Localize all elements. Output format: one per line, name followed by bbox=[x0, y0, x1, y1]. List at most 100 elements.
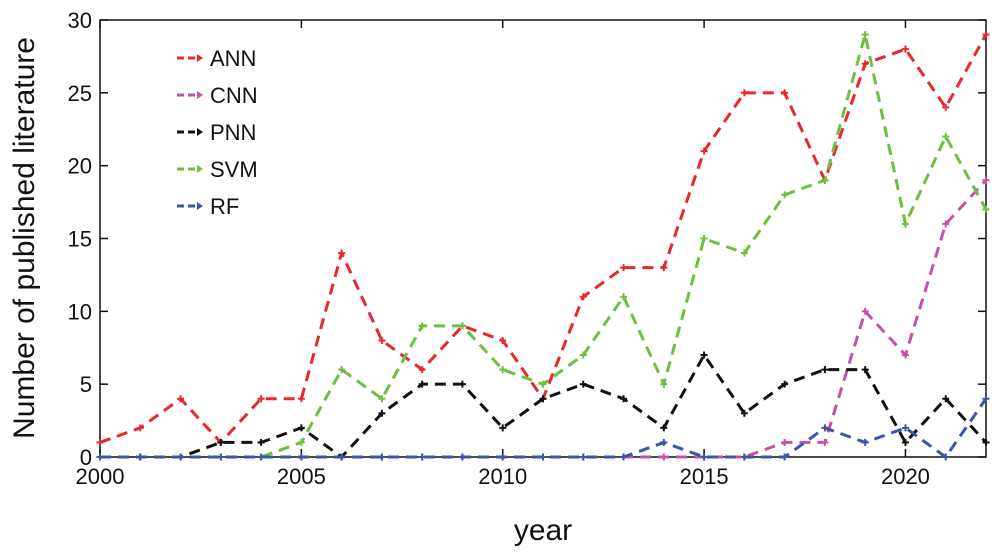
legend-item-svm: SVM bbox=[177, 157, 258, 182]
data-point bbox=[942, 220, 950, 228]
data-point bbox=[740, 249, 748, 257]
data-point bbox=[942, 395, 950, 403]
series-line-pnn bbox=[100, 352, 988, 459]
data-point bbox=[177, 395, 185, 403]
data-point bbox=[338, 366, 346, 374]
data-point bbox=[297, 453, 305, 461]
data-point bbox=[539, 453, 547, 461]
data-point bbox=[579, 380, 587, 388]
data-point bbox=[901, 438, 909, 446]
data-point bbox=[257, 395, 265, 403]
x-tick-label: 2015 bbox=[680, 464, 729, 489]
ticks: 2000 2005 2010 2015 2020 0 5 10 15 20 25 30 bbox=[68, 8, 986, 489]
data-point bbox=[901, 220, 909, 228]
series-rf bbox=[96, 395, 990, 461]
data-point bbox=[781, 380, 789, 388]
data-point bbox=[579, 351, 587, 359]
data-point bbox=[781, 438, 789, 446]
data-point bbox=[821, 438, 829, 446]
data-point bbox=[901, 45, 909, 53]
x-tick-label: 2005 bbox=[277, 464, 326, 489]
legend-box bbox=[168, 38, 270, 224]
data-point bbox=[96, 438, 104, 446]
data-point bbox=[982, 395, 990, 403]
data-point bbox=[660, 438, 668, 446]
data-point bbox=[257, 438, 265, 446]
legend: ANN CNN PNN SVM RF bbox=[168, 38, 270, 224]
data-point bbox=[781, 89, 789, 97]
legend-marker bbox=[197, 165, 203, 173]
y-tick-label: 0 bbox=[80, 445, 92, 470]
data-point bbox=[177, 453, 185, 461]
data-point bbox=[982, 205, 990, 213]
data-point bbox=[861, 438, 869, 446]
data-point bbox=[861, 366, 869, 374]
data-point bbox=[418, 366, 426, 374]
y-tick-label: 5 bbox=[80, 372, 92, 397]
data-point bbox=[620, 395, 628, 403]
x-tick-label: 2010 bbox=[478, 464, 527, 489]
series-lines bbox=[96, 31, 990, 461]
data-point bbox=[861, 60, 869, 68]
data-point bbox=[579, 453, 587, 461]
data-point bbox=[499, 366, 507, 374]
legend-marker bbox=[197, 91, 203, 99]
y-tick-label: 10 bbox=[68, 299, 92, 324]
data-point bbox=[217, 453, 225, 461]
legend-item-pnn: PNN bbox=[177, 120, 256, 145]
legend-item-cnn: CNN bbox=[177, 83, 258, 108]
data-point bbox=[781, 453, 789, 461]
y-tick-label: 15 bbox=[68, 227, 92, 252]
data-point bbox=[700, 453, 708, 461]
data-point bbox=[418, 453, 426, 461]
data-point bbox=[660, 264, 668, 272]
data-point bbox=[740, 409, 748, 417]
data-point bbox=[901, 424, 909, 432]
x-tick-label: 2020 bbox=[881, 464, 930, 489]
data-point bbox=[539, 380, 547, 388]
data-point bbox=[499, 336, 507, 344]
data-point bbox=[942, 133, 950, 141]
data-point bbox=[620, 264, 628, 272]
data-point bbox=[96, 453, 104, 461]
data-point bbox=[418, 380, 426, 388]
data-point bbox=[458, 322, 466, 330]
data-point bbox=[660, 453, 668, 461]
data-point bbox=[821, 424, 829, 432]
y-tick-label: 30 bbox=[68, 8, 92, 33]
data-point bbox=[499, 453, 507, 461]
data-point bbox=[982, 31, 990, 39]
series-pnn bbox=[96, 351, 990, 461]
data-point bbox=[257, 453, 265, 461]
legend-label: RF bbox=[210, 194, 239, 219]
legend-label: CNN bbox=[210, 83, 258, 108]
data-point bbox=[620, 453, 628, 461]
data-point bbox=[378, 336, 386, 344]
data-point bbox=[781, 191, 789, 199]
data-point bbox=[982, 438, 990, 446]
legend-label: SVM bbox=[210, 157, 258, 182]
data-point bbox=[901, 351, 909, 359]
y-tick-label: 25 bbox=[68, 81, 92, 106]
legend-marker bbox=[197, 202, 203, 210]
data-point bbox=[338, 453, 346, 461]
data-point bbox=[620, 293, 628, 301]
data-point bbox=[740, 453, 748, 461]
data-point bbox=[942, 103, 950, 111]
legend-item-rf: RF bbox=[177, 194, 239, 219]
data-point bbox=[378, 453, 386, 461]
y-axis-label: Number of published literature bbox=[8, 37, 41, 439]
data-point bbox=[700, 147, 708, 155]
data-point bbox=[297, 424, 305, 432]
data-point bbox=[821, 366, 829, 374]
legend-item-ann: ANN bbox=[177, 46, 256, 71]
data-point bbox=[217, 438, 225, 446]
data-point bbox=[861, 31, 869, 39]
data-point bbox=[136, 424, 144, 432]
legend-label: PNN bbox=[210, 120, 256, 145]
data-point bbox=[297, 438, 305, 446]
data-point bbox=[821, 176, 829, 184]
x-axis-label: year bbox=[514, 514, 572, 547]
legend-marker bbox=[197, 128, 203, 136]
